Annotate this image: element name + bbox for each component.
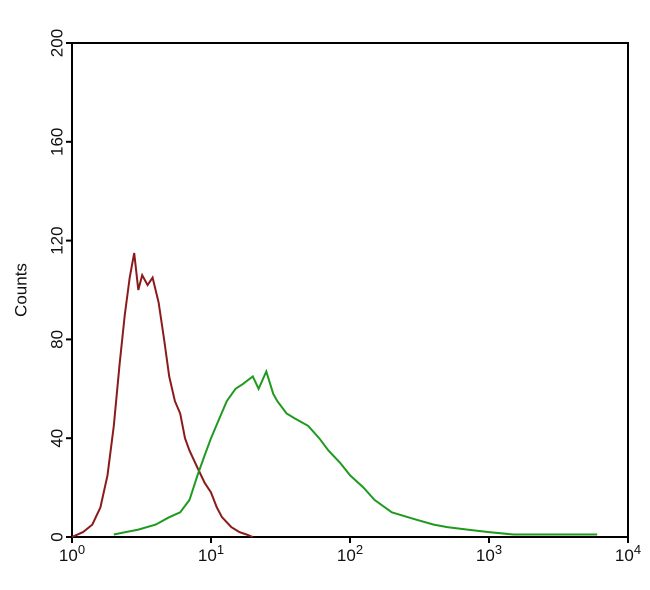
- y-tick-label: 200: [47, 29, 66, 57]
- histogram-line: [113, 368, 598, 536]
- y-tick-label: 80: [47, 330, 66, 349]
- y-tick-label: 0: [47, 532, 66, 541]
- y-axis-label: Counts: [11, 263, 30, 317]
- x-tick-exponent: 1: [217, 542, 224, 557]
- x-tick-base: 10: [59, 546, 78, 565]
- x-tick-exponent: 2: [356, 542, 363, 557]
- x-tick-exponent: 3: [495, 542, 502, 557]
- x-tick-exponent: 4: [634, 542, 641, 557]
- y-tick-label: 160: [47, 128, 66, 156]
- histogram-line: [71, 252, 254, 538]
- x-tick-base: 10: [198, 546, 217, 565]
- x-tick-label: 101: [198, 542, 224, 565]
- y-tick-label: 120: [47, 226, 66, 254]
- y-tick-label: 40: [47, 429, 66, 448]
- x-tick-exponent: 0: [78, 542, 85, 557]
- x-tick-base: 10: [476, 546, 495, 565]
- x-tick-label: 104: [615, 542, 641, 565]
- x-tick-label: 100: [59, 542, 85, 565]
- x-tick-label: 102: [337, 542, 363, 565]
- x-tick-base: 10: [615, 546, 634, 565]
- x-tick-base: 10: [337, 546, 356, 565]
- x-tick-label: 103: [476, 542, 502, 565]
